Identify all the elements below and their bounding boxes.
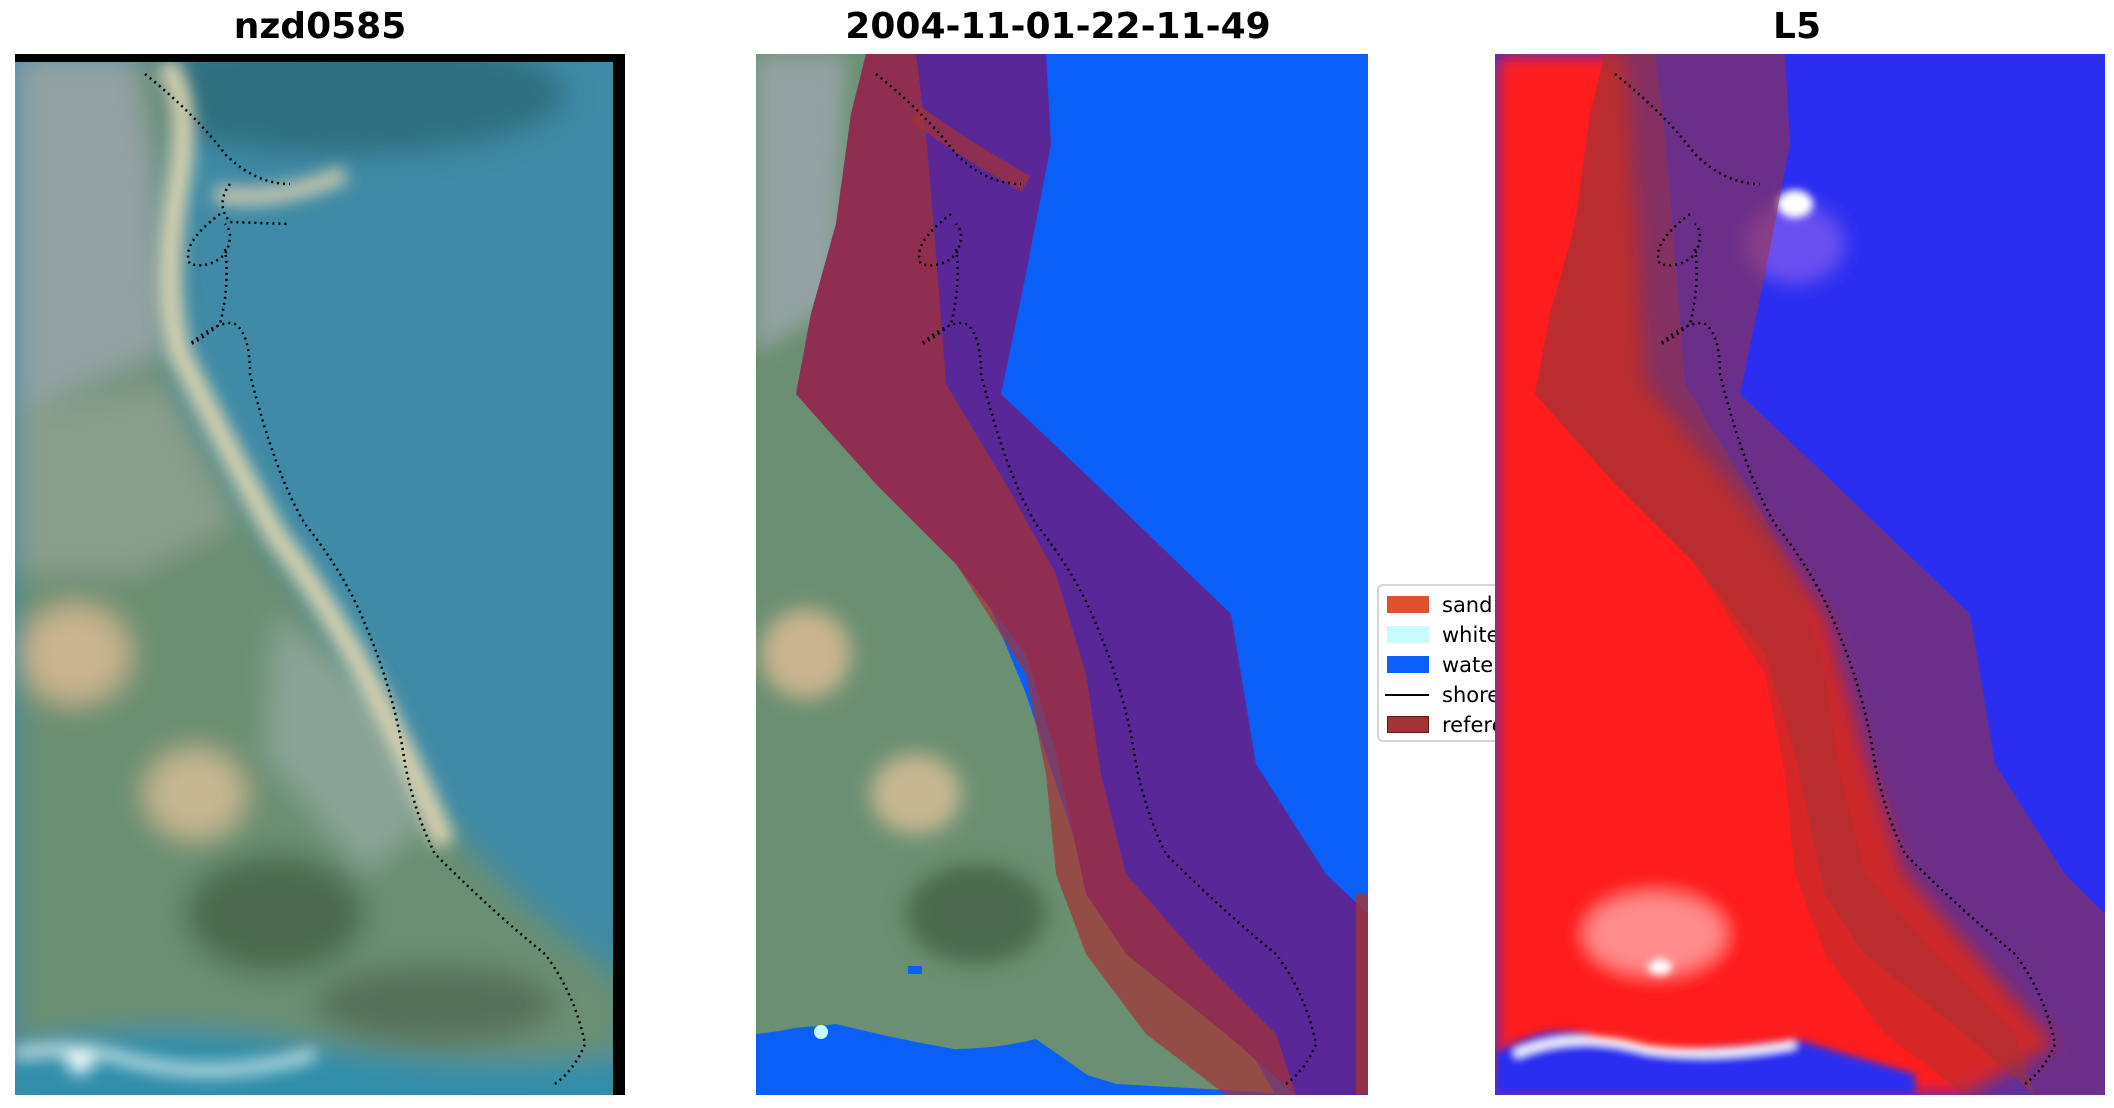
legend: sand white-water water shoreline referen…: [1377, 584, 1495, 742]
index-image: [1495, 54, 2105, 1095]
legend-label-shoreline: shoreline: [1442, 683, 1495, 707]
water-swatch: [1387, 656, 1429, 673]
panel-title-date: 2004-11-01-22-11-49: [845, 6, 1271, 47]
shoreline-line-swatch: [1385, 694, 1429, 696]
reference-swatch: [1387, 716, 1429, 733]
white-water-swatch: [1387, 626, 1429, 643]
sand-swatch: [1387, 596, 1429, 613]
rgb-satellite-image: [15, 54, 625, 1095]
legend-label-sand: sand: [1442, 593, 1493, 617]
legend-label-white-water: white-water: [1442, 623, 1495, 647]
panel-title-index: L5: [1773, 6, 1821, 47]
classification-overlay: [756, 54, 1368, 1095]
panel-title-image-id: nzd0585: [233, 6, 407, 47]
legend-label-reference: reference: [1442, 713, 1495, 737]
legend-label-water: water: [1442, 653, 1495, 677]
